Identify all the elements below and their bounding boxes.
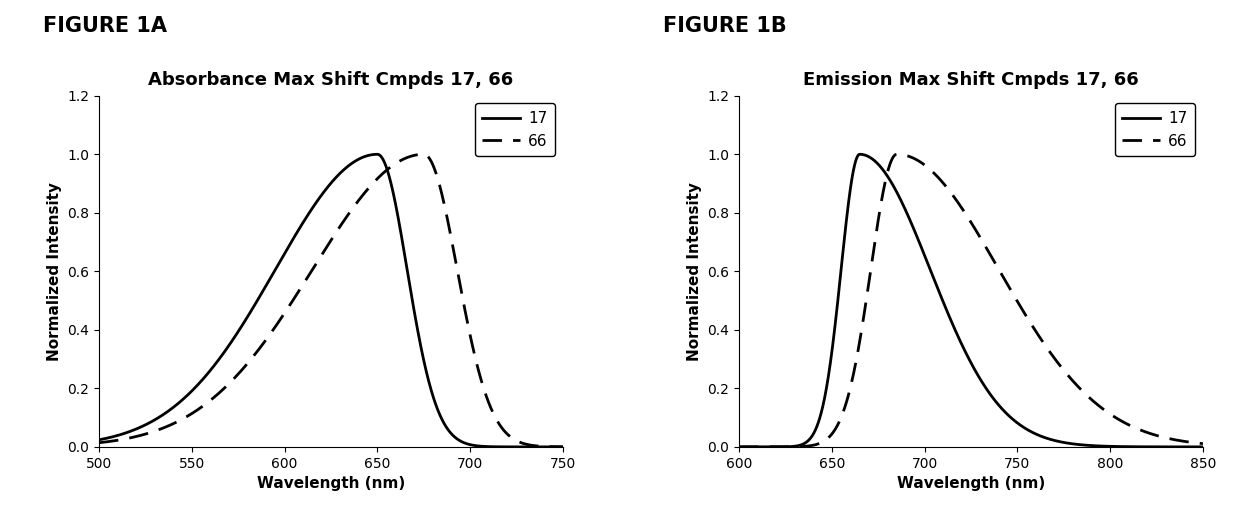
17 — [270, 263, 285, 269]
17 — [1140, 444, 1154, 450]
17 — [144, 419, 159, 425]
Line: 66: 66 — [738, 154, 1207, 447]
17 — [811, 418, 826, 425]
66 — [811, 440, 826, 447]
66 — [1140, 429, 1154, 436]
17 — [500, 444, 515, 450]
66 — [270, 321, 285, 327]
66 — [930, 174, 945, 180]
17 — [730, 444, 745, 450]
17 — [910, 235, 925, 241]
Legend: 17, 66: 17, 66 — [1115, 103, 1195, 156]
Line: 17: 17 — [98, 154, 567, 447]
Y-axis label: Normalized Intensity: Normalized Intensity — [47, 182, 62, 361]
66 — [417, 151, 432, 157]
Title: Emission Max Shift Cmpds 17, 66: Emission Max Shift Cmpds 17, 66 — [804, 71, 1138, 89]
66 — [559, 444, 574, 450]
17 — [551, 444, 565, 450]
17 — [91, 437, 105, 443]
Title: Absorbance Max Shift Cmpds 17, 66: Absorbance Max Shift Cmpds 17, 66 — [149, 71, 513, 89]
66 — [500, 430, 515, 437]
17 — [559, 444, 574, 450]
66 — [144, 429, 159, 436]
66 — [889, 151, 904, 157]
Line: 17: 17 — [738, 154, 1207, 447]
66 — [171, 418, 186, 424]
66 — [1190, 440, 1205, 446]
66 — [1199, 441, 1214, 447]
Text: FIGURE 1B: FIGURE 1B — [663, 16, 787, 36]
66 — [784, 444, 799, 450]
Text: FIGURE 1A: FIGURE 1A — [43, 16, 167, 36]
17 — [930, 285, 945, 292]
66 — [910, 157, 925, 163]
66 — [91, 440, 105, 446]
17 — [290, 228, 305, 235]
17 — [171, 400, 186, 406]
Legend: 17, 66: 17, 66 — [475, 103, 556, 156]
Line: 66: 66 — [98, 154, 567, 447]
17 — [852, 151, 867, 157]
17 — [1199, 444, 1214, 450]
X-axis label: Wavelength (nm): Wavelength (nm) — [257, 476, 405, 491]
X-axis label: Wavelength (nm): Wavelength (nm) — [897, 476, 1045, 491]
Y-axis label: Normalized Intensity: Normalized Intensity — [687, 182, 702, 361]
66 — [551, 444, 565, 450]
17 — [370, 151, 384, 157]
66 — [730, 444, 745, 450]
17 — [1190, 444, 1205, 450]
66 — [290, 290, 305, 296]
17 — [784, 443, 799, 450]
